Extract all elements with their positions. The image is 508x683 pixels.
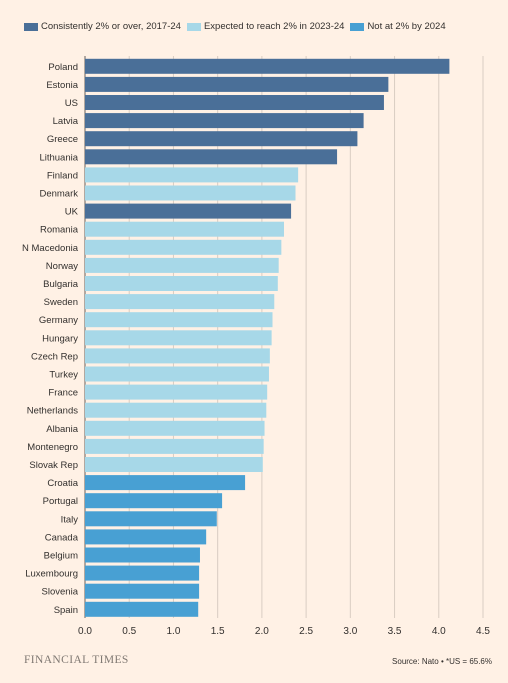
bar <box>85 312 273 328</box>
bar <box>85 95 384 110</box>
category-label: Luxembourg <box>25 569 78 580</box>
bar <box>85 402 267 418</box>
bar <box>85 420 265 436</box>
bar <box>85 457 263 472</box>
legend-item-not-at-2: Not at 2% by 2024 <box>350 21 446 32</box>
category-label: Albania <box>46 424 78 435</box>
x-tick-label: 1.0 <box>166 626 180 637</box>
x-tick-label: 2.5 <box>299 626 313 637</box>
bar <box>85 221 284 237</box>
category-label: Norway <box>46 261 78 272</box>
category-label: Turkey <box>49 370 78 381</box>
bar <box>85 384 268 400</box>
category-label: Spain <box>54 605 78 616</box>
bar <box>85 276 278 291</box>
legend-label-expected: Expected to reach 2% in 2023-24 <box>203 21 345 32</box>
bar-chart: Poland Estonia US Latvia Greece Lithuania Finl… <box>22 56 490 637</box>
x-tick-label: 2.0 <box>255 626 269 637</box>
category-label: Bulgaria <box>43 279 79 290</box>
category-label: Finland <box>47 170 78 181</box>
category-label: Romania <box>40 225 79 236</box>
bar <box>85 131 358 147</box>
x-tick-label: 3.5 <box>388 626 402 637</box>
category-label: Poland <box>48 62 78 73</box>
category-label: France <box>48 388 78 399</box>
x-tick-labels: 0.0 0.5 1.0 1.5 2.0 2.5 3.0 3.5 4.0 4.5 <box>78 626 490 637</box>
category-label: Slovak Rep <box>29 460 78 471</box>
bar <box>85 167 299 183</box>
category-label: Slovenia <box>42 587 79 598</box>
bar <box>85 76 389 92</box>
bar <box>85 58 450 74</box>
category-label: US <box>65 98 78 109</box>
x-tick-label: 0.0 <box>78 626 92 637</box>
category-label: Croatia <box>47 478 78 489</box>
ft-logo: FINANCIAL TIMES <box>24 654 129 666</box>
bar <box>85 294 275 310</box>
bar <box>85 203 292 219</box>
bar <box>85 348 270 364</box>
category-labels: Poland Estonia US Latvia Greece Lithuania Finl… <box>22 62 79 616</box>
source-note: Source: Nato • *US = 65.6% <box>392 657 492 666</box>
category-label: Montenegro <box>27 442 78 453</box>
bar <box>85 185 296 201</box>
category-label: Lithuania <box>39 152 78 163</box>
category-label: Belgium <box>44 551 78 562</box>
category-label: Netherlands <box>27 406 78 417</box>
legend-item-expected: Expected to reach 2% in 2023-24 <box>186 21 345 32</box>
x-tick-label: 4.5 <box>476 626 490 637</box>
category-label: Portugal <box>43 496 78 507</box>
bar <box>85 149 338 165</box>
legend-label-not-at-2: Not at 2% by 2024 <box>367 21 446 32</box>
legend-swatch-not-at-2 <box>350 22 365 31</box>
legend-swatch-expected <box>186 22 201 31</box>
bar <box>85 565 200 581</box>
bar <box>85 493 223 509</box>
x-tick-label: 0.5 <box>122 626 136 637</box>
bar <box>85 438 264 454</box>
legend-label-consistent: Consistently 2% or over, 2017-24 <box>41 21 181 32</box>
category-label: Hungary <box>42 333 78 344</box>
bar <box>85 366 269 382</box>
category-label: Italy <box>61 514 79 525</box>
chart-bars <box>85 58 450 617</box>
bar <box>85 330 272 346</box>
category-label: Denmark <box>39 189 78 200</box>
chart-legend: Consistently 2% or over, 2017-24 Expecte… <box>24 21 448 32</box>
category-label: Canada <box>45 532 79 543</box>
bar <box>85 257 279 273</box>
bar <box>85 113 364 129</box>
bar <box>85 475 246 491</box>
category-label: UK <box>65 207 79 218</box>
legend-swatch-consistent <box>24 22 38 31</box>
category-label: Czech Rep <box>31 351 78 362</box>
x-tick-label: 4.0 <box>432 626 446 637</box>
legend-item-consistent: Consistently 2% or over, 2017-24 <box>24 21 181 32</box>
category-label: N Macedonia <box>22 243 79 254</box>
category-label: Greece <box>47 134 78 145</box>
category-label: Germany <box>39 315 78 326</box>
category-label: Estonia <box>46 80 78 91</box>
category-label: Latvia <box>53 116 79 127</box>
bar <box>85 583 200 599</box>
bar <box>85 547 200 563</box>
bar <box>85 601 199 617</box>
bar <box>85 511 217 527</box>
x-tick-label: 1.5 <box>211 626 225 637</box>
x-tick-label: 3.0 <box>343 626 357 637</box>
bar <box>85 239 282 255</box>
category-label: Sweden <box>44 297 78 308</box>
bar <box>85 529 207 545</box>
